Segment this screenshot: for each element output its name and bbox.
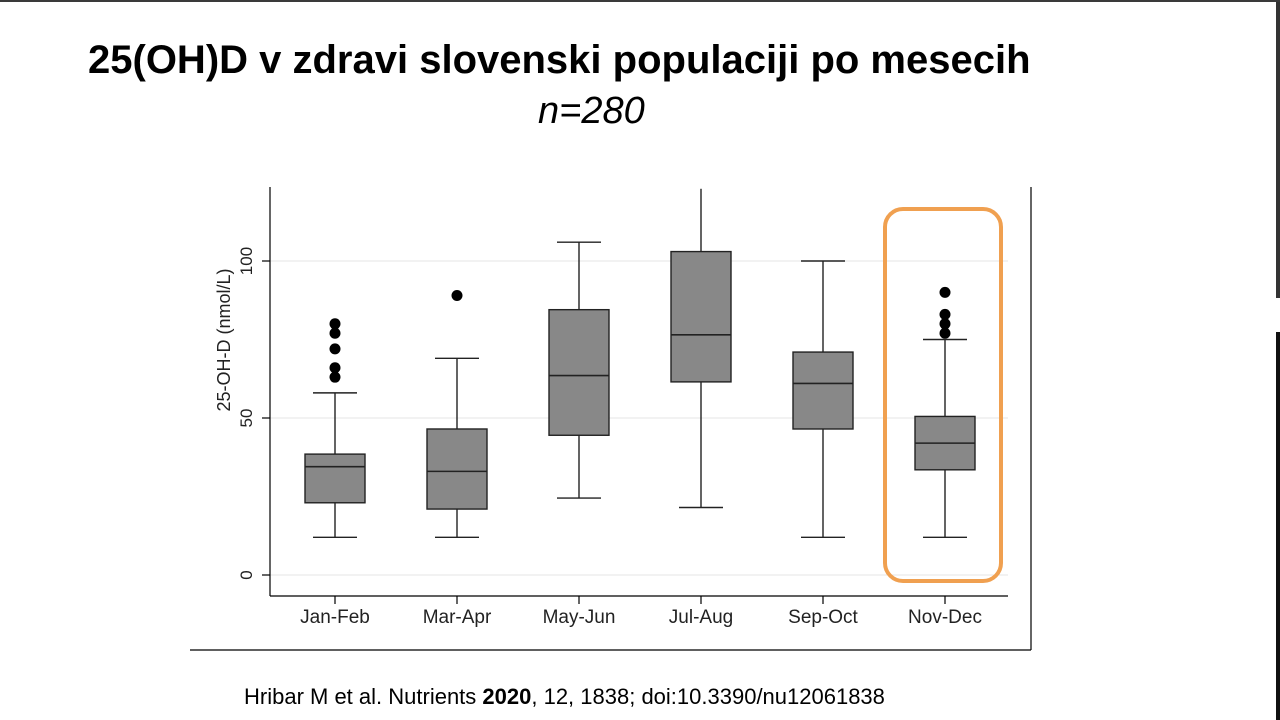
box-group (304, 318, 366, 539)
boxes (304, 188, 976, 539)
citation-rest: , 12, 1838; doi:10.3390/nu12061838 (531, 684, 885, 709)
outlier-point (939, 308, 951, 320)
x-ticks: Jan-Feb Mar-Apr May-Jun Jul-Aug Sep-Oct Nov-D… (300, 596, 982, 628)
x-tick-label: Nov-Dec (908, 607, 982, 628)
top-border (0, 0, 1280, 2)
outlier-point (329, 327, 341, 339)
outlier-point (329, 318, 341, 330)
y-tick-label: 50 (237, 409, 256, 428)
slide-subtitle: n=280 (538, 90, 645, 132)
outlier-point (939, 286, 951, 298)
box-group (670, 188, 732, 509)
box (670, 250, 732, 383)
citation-authors: Hribar M et al. Nutrients (244, 684, 483, 709)
slide-title: 25(OH)D v zdravi slovenski populaciji po… (88, 38, 1031, 82)
grid-layer (270, 260, 1008, 576)
highlight-frame (883, 207, 1003, 583)
y-tick-label: 0 (237, 570, 256, 579)
box-group (426, 290, 488, 539)
box (426, 428, 488, 510)
y-tick-label: 100 (237, 247, 256, 275)
x-tick-label: Sep-Oct (788, 607, 858, 628)
box-group (792, 260, 854, 539)
y-axis-label: 25-OH-D (nmol/L) (214, 268, 234, 411)
x-tick-label: Jul-Aug (669, 607, 733, 628)
citation: Hribar M et al. Nutrients 2020, 12, 1838… (244, 684, 1144, 710)
x-tick-label: Jan-Feb (300, 607, 370, 628)
x-tick-label: May-Jun (543, 607, 616, 628)
box (304, 453, 366, 504)
outlier-point (329, 343, 341, 355)
window-edge (1276, 332, 1280, 720)
outlier-point (451, 290, 463, 302)
y-ticks: 0 50 100 (237, 247, 270, 580)
box-group (548, 241, 610, 499)
box-group (914, 286, 976, 539)
x-tick-label: Mar-Apr (423, 607, 492, 628)
outlier-point (329, 371, 341, 383)
window-edge (1276, 2, 1280, 298)
box (792, 351, 854, 430)
outlier-point (939, 327, 951, 339)
citation-year: 2020 (482, 684, 532, 709)
box (548, 308, 610, 436)
outlier-point (939, 318, 951, 330)
outlier-point (329, 362, 341, 374)
